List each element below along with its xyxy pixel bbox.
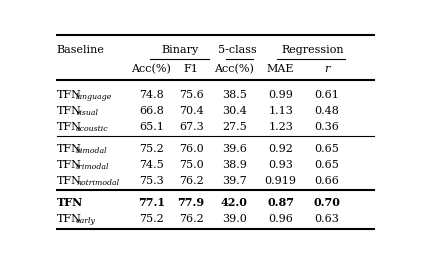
Text: 75.3: 75.3 [139,176,164,186]
Text: 0.66: 0.66 [315,176,339,186]
Text: 39.0: 39.0 [222,214,247,224]
Text: early: early [76,217,96,225]
Text: 1.23: 1.23 [268,122,293,132]
Text: 0.92: 0.92 [268,144,293,154]
Text: 0.70: 0.70 [314,197,341,208]
Text: 74.5: 74.5 [139,160,164,170]
Text: 27.5: 27.5 [222,122,247,132]
Text: 76.2: 76.2 [179,176,204,186]
Text: 0.99: 0.99 [268,90,293,100]
Text: 0.919: 0.919 [265,176,297,186]
Text: language: language [76,93,113,101]
Text: trimodal: trimodal [76,163,110,171]
Text: 70.4: 70.4 [179,106,204,116]
Text: 77.1: 77.1 [138,197,165,208]
Text: 65.1: 65.1 [139,122,164,132]
Text: TFN: TFN [57,106,82,116]
Text: 0.63: 0.63 [315,214,339,224]
Text: 67.3: 67.3 [179,122,204,132]
Text: 0.93: 0.93 [268,160,293,170]
Text: r: r [324,64,330,74]
Text: 0.65: 0.65 [315,144,339,154]
Text: 38.5: 38.5 [222,90,247,100]
Text: TFN: TFN [57,144,82,154]
Text: Regression: Regression [281,45,344,55]
Text: TFN: TFN [57,160,82,170]
Text: F1: F1 [184,64,199,74]
Text: acoustic: acoustic [76,125,109,133]
Text: MAE: MAE [267,64,294,74]
Text: 77.9: 77.9 [178,197,205,208]
Text: 76.2: 76.2 [179,214,204,224]
Text: bimodal: bimodal [76,147,108,155]
Text: 30.4: 30.4 [222,106,247,116]
Text: 0.36: 0.36 [315,122,339,132]
Text: Binary: Binary [161,45,198,55]
Text: 66.8: 66.8 [139,106,164,116]
Text: Acc(%): Acc(%) [131,64,171,74]
Text: 75.2: 75.2 [139,144,164,154]
Text: 75.0: 75.0 [179,160,204,170]
Text: Baseline: Baseline [57,45,105,55]
Text: 38.9: 38.9 [222,160,247,170]
Text: 39.7: 39.7 [222,176,247,186]
Text: 74.8: 74.8 [139,90,164,100]
Text: TFN: TFN [57,90,82,100]
Text: TFN: TFN [57,197,83,208]
Text: 0.48: 0.48 [315,106,339,116]
Text: 0.61: 0.61 [315,90,339,100]
Text: 5-class: 5-class [218,45,257,55]
Text: 0.87: 0.87 [267,197,294,208]
Text: 75.2: 75.2 [139,214,164,224]
Text: Acc(%): Acc(%) [214,64,254,74]
Text: TFN: TFN [57,176,82,186]
Text: 0.96: 0.96 [268,214,293,224]
Text: 0.65: 0.65 [315,160,339,170]
Text: TFN: TFN [57,214,82,224]
Text: 76.0: 76.0 [179,144,204,154]
Text: visual: visual [76,109,99,117]
Text: TFN: TFN [57,122,82,132]
Text: 42.0: 42.0 [221,197,248,208]
Text: notrimodal: notrimodal [76,179,119,187]
Text: 75.6: 75.6 [179,90,204,100]
Text: 1.13: 1.13 [268,106,293,116]
Text: 39.6: 39.6 [222,144,247,154]
